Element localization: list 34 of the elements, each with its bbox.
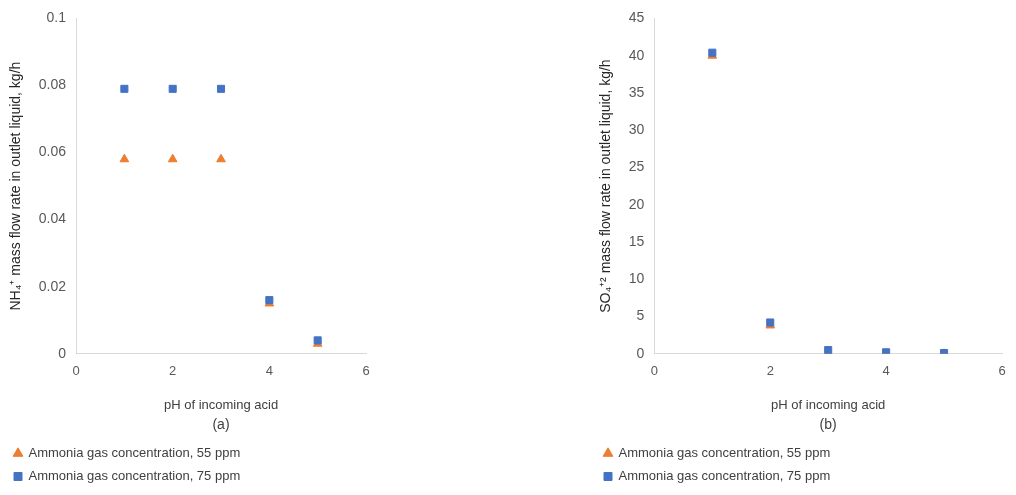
y-tick-label: 0.08 bbox=[38, 76, 67, 93]
x-tick-label: 0 bbox=[650, 363, 658, 379]
y-tick-label: 0 bbox=[58, 344, 67, 361]
legend-label: Ammonia gas concentration, 75 ppm bbox=[28, 468, 241, 484]
y-tick-label: 30 bbox=[628, 121, 645, 138]
y-tick-label: 20 bbox=[628, 195, 645, 212]
y-tick-label: 35 bbox=[628, 83, 645, 100]
x-tick-label: 6 bbox=[998, 363, 1006, 379]
x-tick-label: 2 bbox=[766, 363, 774, 379]
x-axis-title: pH of incoming acid bbox=[163, 396, 279, 412]
legend-label: Ammonia gas concentration, 55 ppm bbox=[28, 445, 241, 461]
y-tick-label: 10 bbox=[628, 270, 645, 287]
x-tick-label: 2 bbox=[169, 363, 177, 379]
y-tick-label: 0.02 bbox=[38, 277, 67, 294]
x-tick-label: 4 bbox=[882, 363, 890, 379]
y-tick-label: 40 bbox=[628, 46, 645, 63]
legend-label: Ammonia gas concentration, 55 ppm bbox=[618, 445, 831, 461]
y-tick-label: 25 bbox=[628, 158, 645, 175]
text: (b) bbox=[819, 415, 837, 432]
y-tick-label: 0 bbox=[636, 344, 645, 361]
y-tick-label: 5 bbox=[636, 307, 645, 324]
x-axis-title: pH of incoming acid bbox=[771, 396, 886, 412]
y-axis-title: NH₄⁺ mass flow rate in outlet liquid, kg/h bbox=[7, 61, 24, 311]
x-tick-label: 0 bbox=[72, 363, 80, 379]
x-tick-label: 4 bbox=[265, 363, 273, 379]
y-tick-label: 0.04 bbox=[38, 210, 67, 227]
x-tick-label: 6 bbox=[362, 363, 370, 379]
legend-label: Ammonia gas concentration, 75 ppm bbox=[618, 468, 831, 484]
y-tick-label: 45 bbox=[628, 9, 645, 26]
text: (a) bbox=[212, 415, 230, 432]
y-tick-label: 0.06 bbox=[38, 143, 67, 160]
y-tick-label: 0.1 bbox=[46, 9, 67, 26]
y-axis-title: SO₄⁺² mass flow rate in outlet liquid, kg/h bbox=[597, 59, 614, 313]
y-tick-label: 15 bbox=[628, 232, 645, 249]
